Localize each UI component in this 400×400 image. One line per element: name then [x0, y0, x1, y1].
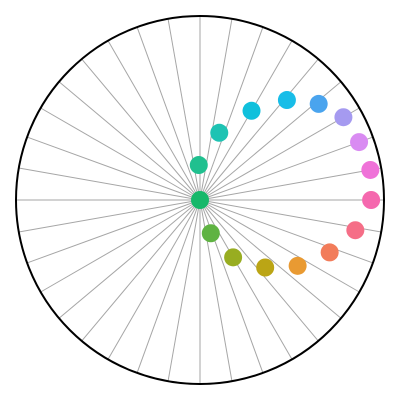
data-point — [309, 94, 328, 113]
grid-spoke — [26, 199, 201, 264]
grid-spoke — [18, 199, 201, 233]
data-point — [201, 224, 220, 243]
grid-spoke — [107, 199, 201, 360]
grid-spoke — [18, 167, 201, 201]
data-point — [256, 258, 275, 277]
data-point — [277, 91, 296, 110]
grid-spoke — [167, 199, 201, 382]
data-point — [350, 133, 369, 152]
data-points — [189, 91, 381, 277]
grid-spoke — [58, 81, 201, 201]
grid-spoke — [81, 199, 201, 342]
grid-spoke — [199, 199, 360, 293]
data-point — [189, 156, 208, 175]
data-point — [361, 160, 380, 179]
grid-spoke — [199, 107, 360, 201]
data-point — [288, 256, 307, 275]
grid-spoke — [40, 199, 201, 293]
data-point — [224, 248, 243, 267]
data-point — [242, 101, 261, 120]
grid-spoke — [58, 199, 201, 319]
grid-spoke — [81, 58, 201, 201]
polar-outer-circle — [15, 15, 385, 385]
grid-spoke — [107, 40, 201, 201]
polar-grid-spokes — [16, 16, 384, 384]
grid-spoke — [199, 40, 293, 201]
data-point — [334, 108, 353, 127]
grid-spoke — [199, 167, 382, 201]
grid-spoke — [136, 199, 201, 374]
data-point — [191, 191, 209, 209]
grid-spoke — [26, 136, 201, 201]
data-point — [362, 191, 381, 209]
grid-spoke — [199, 136, 374, 201]
grid-spoke — [40, 107, 201, 201]
data-point — [320, 243, 339, 262]
grid-spoke — [199, 58, 319, 201]
grid-spoke — [199, 199, 374, 264]
grid-spoke — [136, 26, 201, 201]
data-point — [210, 123, 229, 142]
grid-spoke — [199, 199, 342, 319]
grid-spoke — [199, 26, 264, 201]
data-point — [346, 221, 365, 240]
